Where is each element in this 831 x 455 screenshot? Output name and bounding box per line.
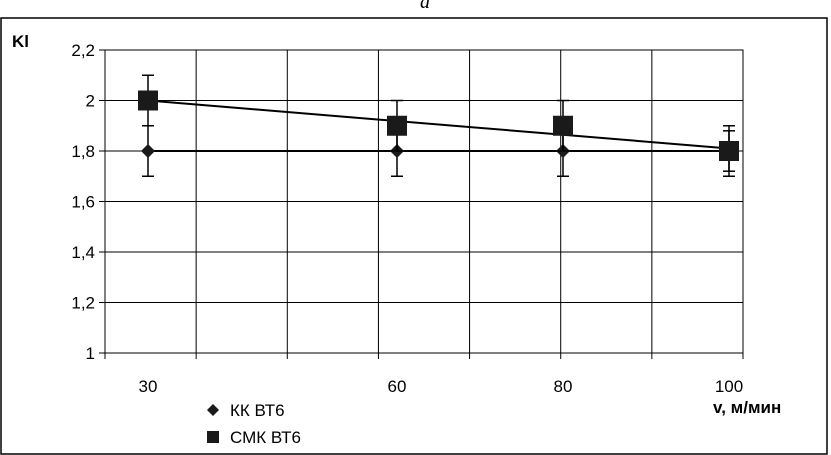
y-tick-label: 1 [86, 344, 95, 363]
x-tick-label: 30 [139, 377, 158, 396]
figure-caption: a [420, 0, 430, 13]
legend: КК ВТ6 СМК ВТ6 [207, 401, 301, 447]
data-point-square [138, 90, 158, 111]
x-axis-title: v, м/мин [713, 398, 781, 417]
data-point-diamond [141, 144, 155, 158]
y-tick-label: 1,2 [71, 294, 95, 313]
y-axis-title: Kl [12, 32, 29, 51]
trend-line [147, 99, 730, 150]
legend-marker-square [207, 431, 219, 443]
data-point-square [719, 141, 739, 161]
legend-marker-diamond [207, 404, 219, 416]
x-tick-label: 60 [388, 377, 407, 396]
y-tick-label: 1,6 [71, 193, 95, 212]
y-axis-ticks: 1 1,2 1,4 1,6 1,8 2 2,2 [71, 41, 95, 363]
legend-label-smk: СМК ВТ6 [230, 428, 301, 447]
series [138, 74, 739, 177]
legend-label-kk: КК ВТ6 [230, 401, 285, 420]
y-tick-label: 2 [86, 92, 95, 111]
x-tick-label: 80 [554, 377, 573, 396]
data-point-square [553, 115, 573, 136]
data-point-square [387, 115, 407, 136]
y-tick-label: 2,2 [71, 41, 95, 60]
y-tick-label: 1,8 [71, 142, 95, 161]
x-axis-ticks: 30 60 80 100 [139, 377, 744, 396]
y-tick-label: 1,4 [71, 243, 95, 262]
x-tick-label: 100 [715, 377, 743, 396]
